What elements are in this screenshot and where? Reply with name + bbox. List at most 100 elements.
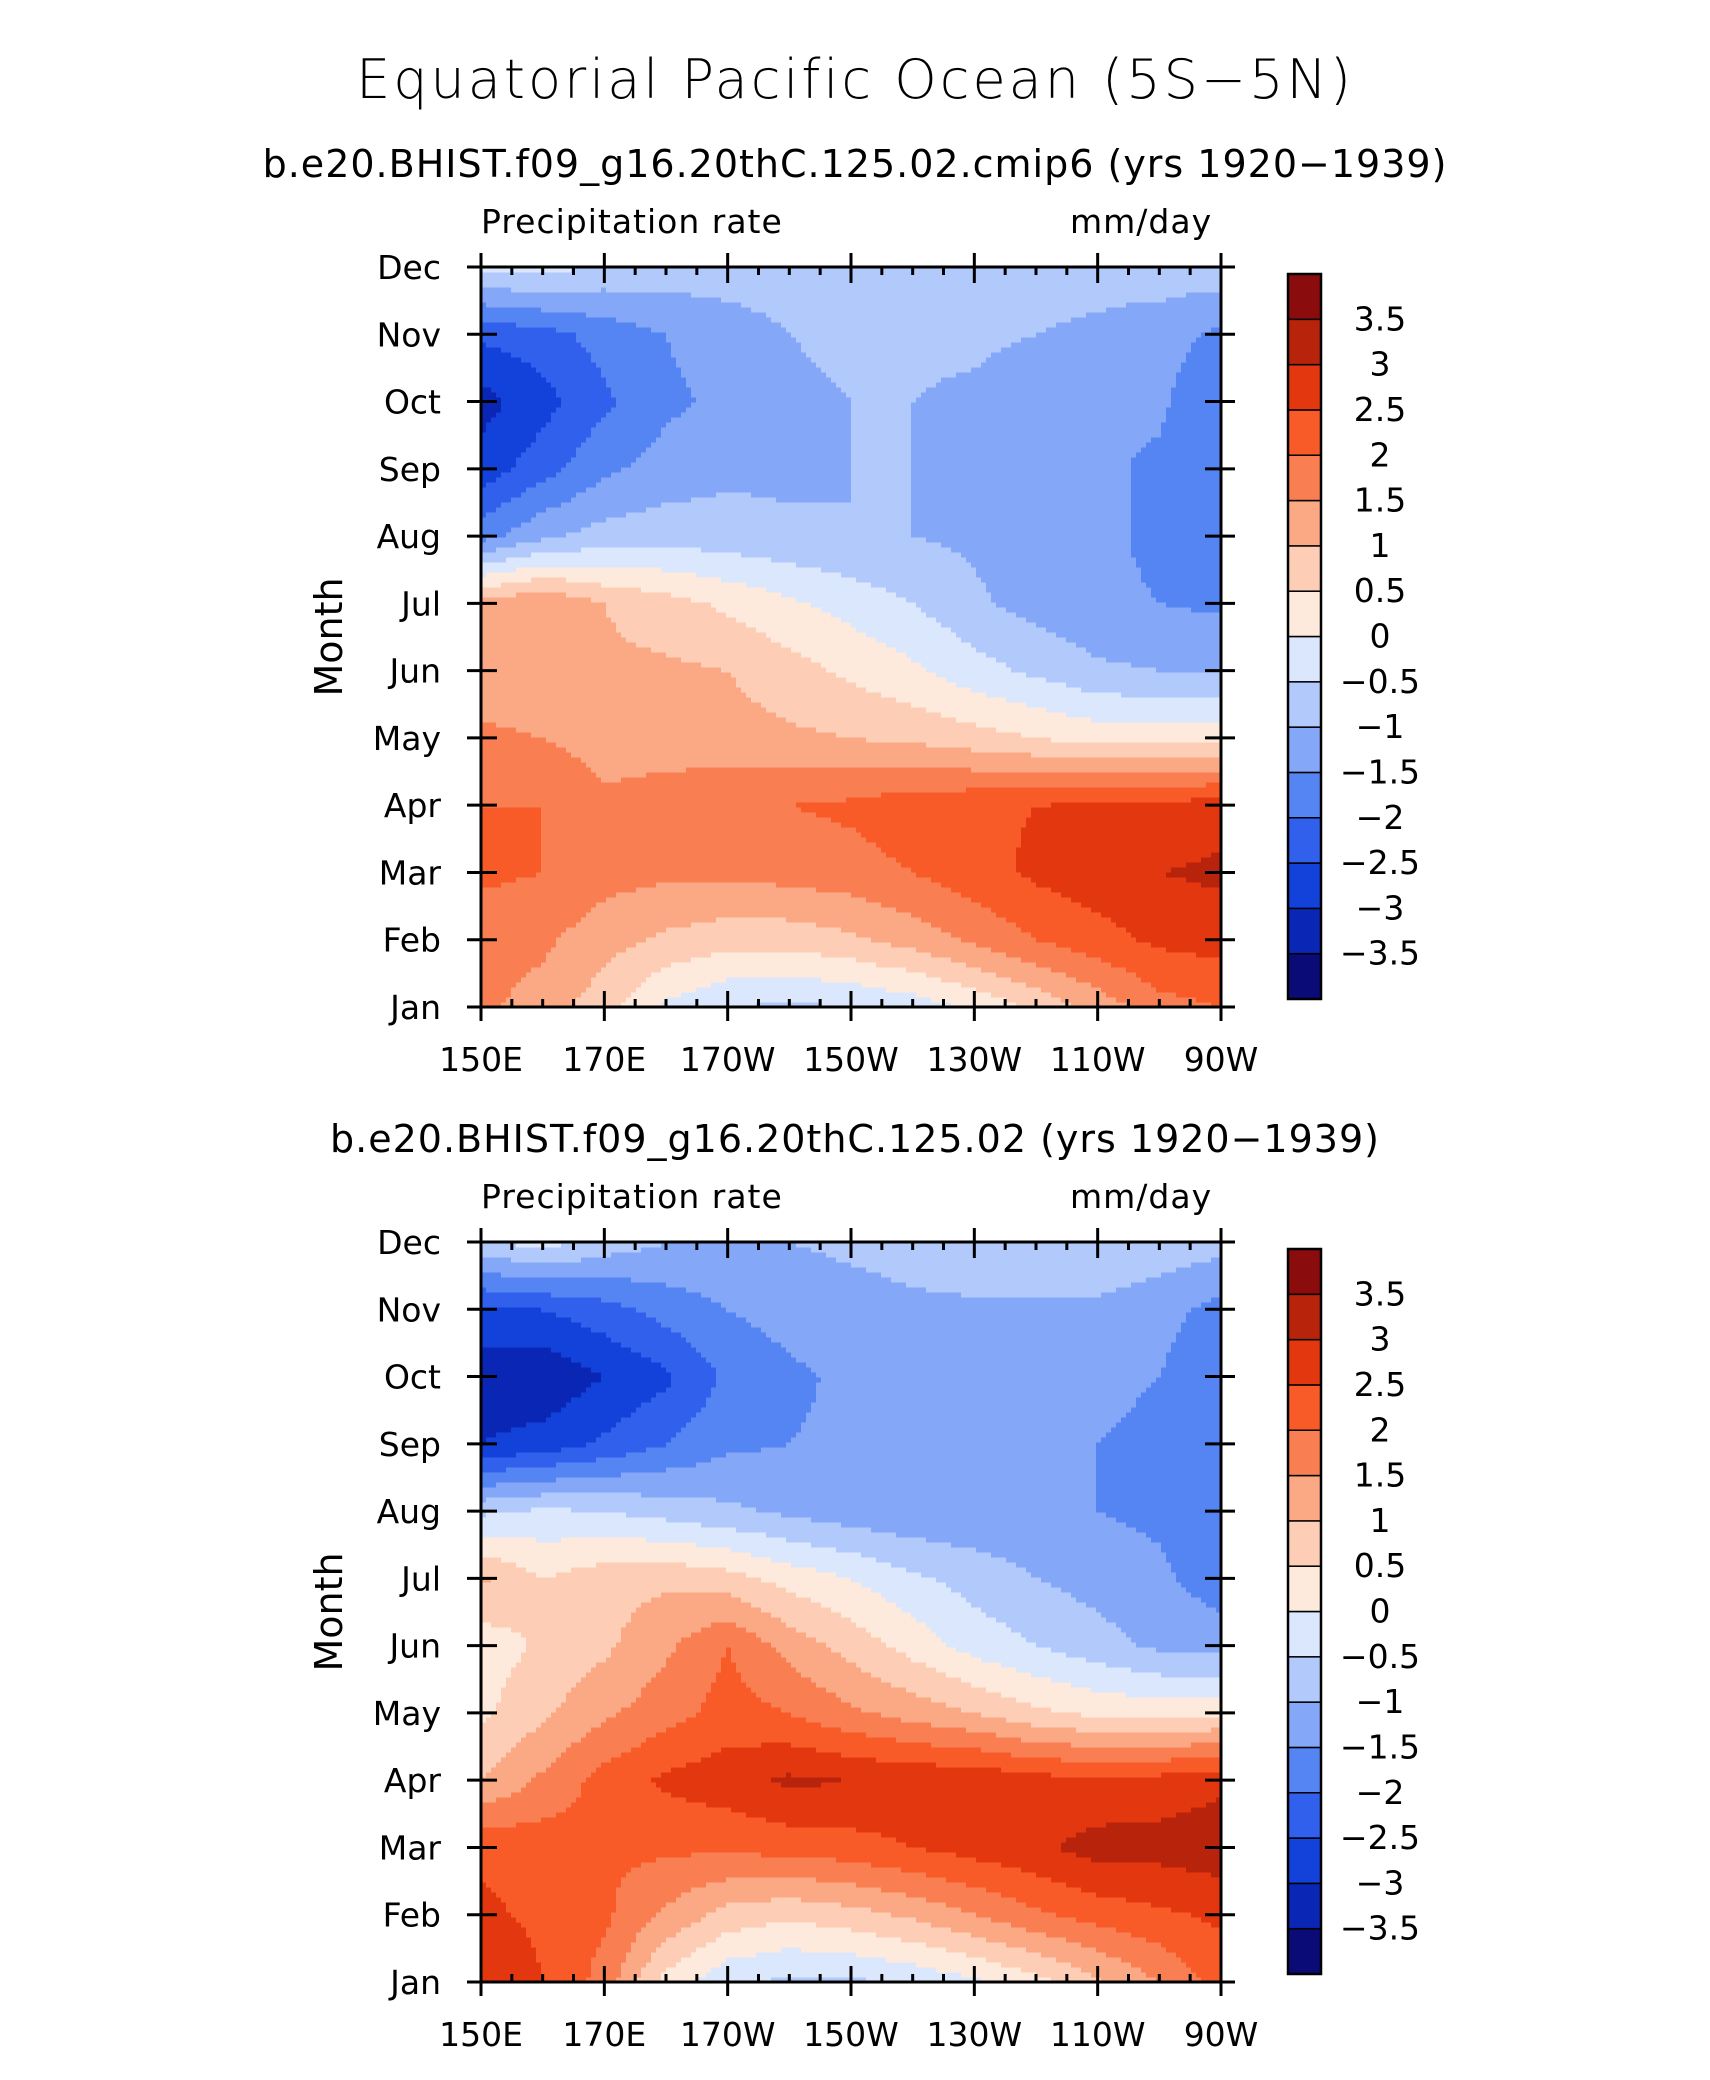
field-cell [996,857,1002,863]
field-cell [991,877,997,883]
field-cell [976,857,982,863]
field-cell [866,877,872,883]
field-cell [636,967,642,973]
field-cell [841,897,847,903]
field-cell [701,942,707,948]
field-cell [601,852,607,858]
field-cell [806,892,812,898]
field-cell [526,947,532,953]
field-cell [766,937,772,943]
field-cell [1206,862,1212,868]
field-cell [1211,957,1217,963]
field-cell [521,892,527,898]
field-cell [931,927,937,933]
field-cell [1126,957,1132,963]
field-cell [591,887,597,893]
field-cell [491,877,497,883]
field-cell [1041,852,1047,858]
field-cell [651,862,657,868]
field-cell [811,942,817,948]
field-cell [931,947,937,953]
field-cell [646,852,652,858]
field-cell [1161,927,1167,933]
field-cell [1121,917,1127,923]
field-cell [1201,947,1207,953]
field-cell [1206,852,1212,858]
field-cell [491,987,497,993]
field-cell [946,847,952,853]
field-cell [1066,952,1072,958]
field-cell [1006,972,1012,978]
field-cell [736,952,742,958]
field-cell [661,952,667,958]
field-cell [991,962,997,968]
field-cell [656,947,662,953]
field-cell [541,937,547,943]
field-cell [821,887,827,893]
field-cell [601,872,607,878]
field-cell [951,872,957,878]
field-cell [926,997,932,1003]
field-cell [896,852,902,858]
field-cell [631,927,637,933]
field-cell [686,987,692,993]
field-cell [486,847,492,853]
field-cell [636,992,642,998]
field-cell [1176,902,1182,908]
field-cell [976,842,982,848]
field-cell [771,842,777,848]
field-cell [961,997,967,1003]
field-cell [1001,987,1007,993]
field-cell [1146,897,1152,903]
field-cell [711,877,717,883]
field-cell [956,862,962,868]
field-cell [1031,847,1037,853]
field-cell [566,962,572,968]
field-cell [651,997,657,1003]
field-cell [661,957,667,963]
field-cell [621,972,627,978]
field-cell [571,867,577,873]
field-cell [516,937,522,943]
field-cell [1181,932,1187,938]
field-cell [1111,882,1117,888]
field-cell [1141,867,1147,873]
field-cell [1136,937,1142,943]
field-cell [1071,897,1077,903]
field-cell [1171,907,1177,913]
field-cell [1096,967,1102,973]
field-cell [486,947,492,953]
field-cell [641,987,647,993]
field-cell [686,877,692,883]
field-cell [961,952,967,958]
field-cell [541,992,547,998]
field-cell [1056,887,1062,893]
field-cell [826,907,832,913]
field-cell [1186,947,1192,953]
field-cell [1206,962,1212,968]
field-cell [941,882,947,888]
field-cell [586,972,592,978]
field-cell [556,967,562,973]
field-cell [671,837,677,843]
field-cell [986,837,992,843]
field-cell [831,917,837,923]
field-cell [876,982,882,988]
field-cell [971,932,977,938]
field-cell [606,847,612,853]
field-cell [971,837,977,843]
field-cell [691,977,697,983]
field-cell [1131,957,1137,963]
field-cell [736,977,742,983]
field-cell [1151,872,1157,878]
field-cell [716,997,722,1003]
field-cell [1181,862,1187,868]
field-cell [581,982,587,988]
field-cell [896,987,902,993]
field-cell [916,987,922,993]
field-cell [1206,957,1212,963]
field-cell [516,862,522,868]
field-cell [746,947,752,953]
field-cell [841,982,847,988]
field-cell [876,927,882,933]
